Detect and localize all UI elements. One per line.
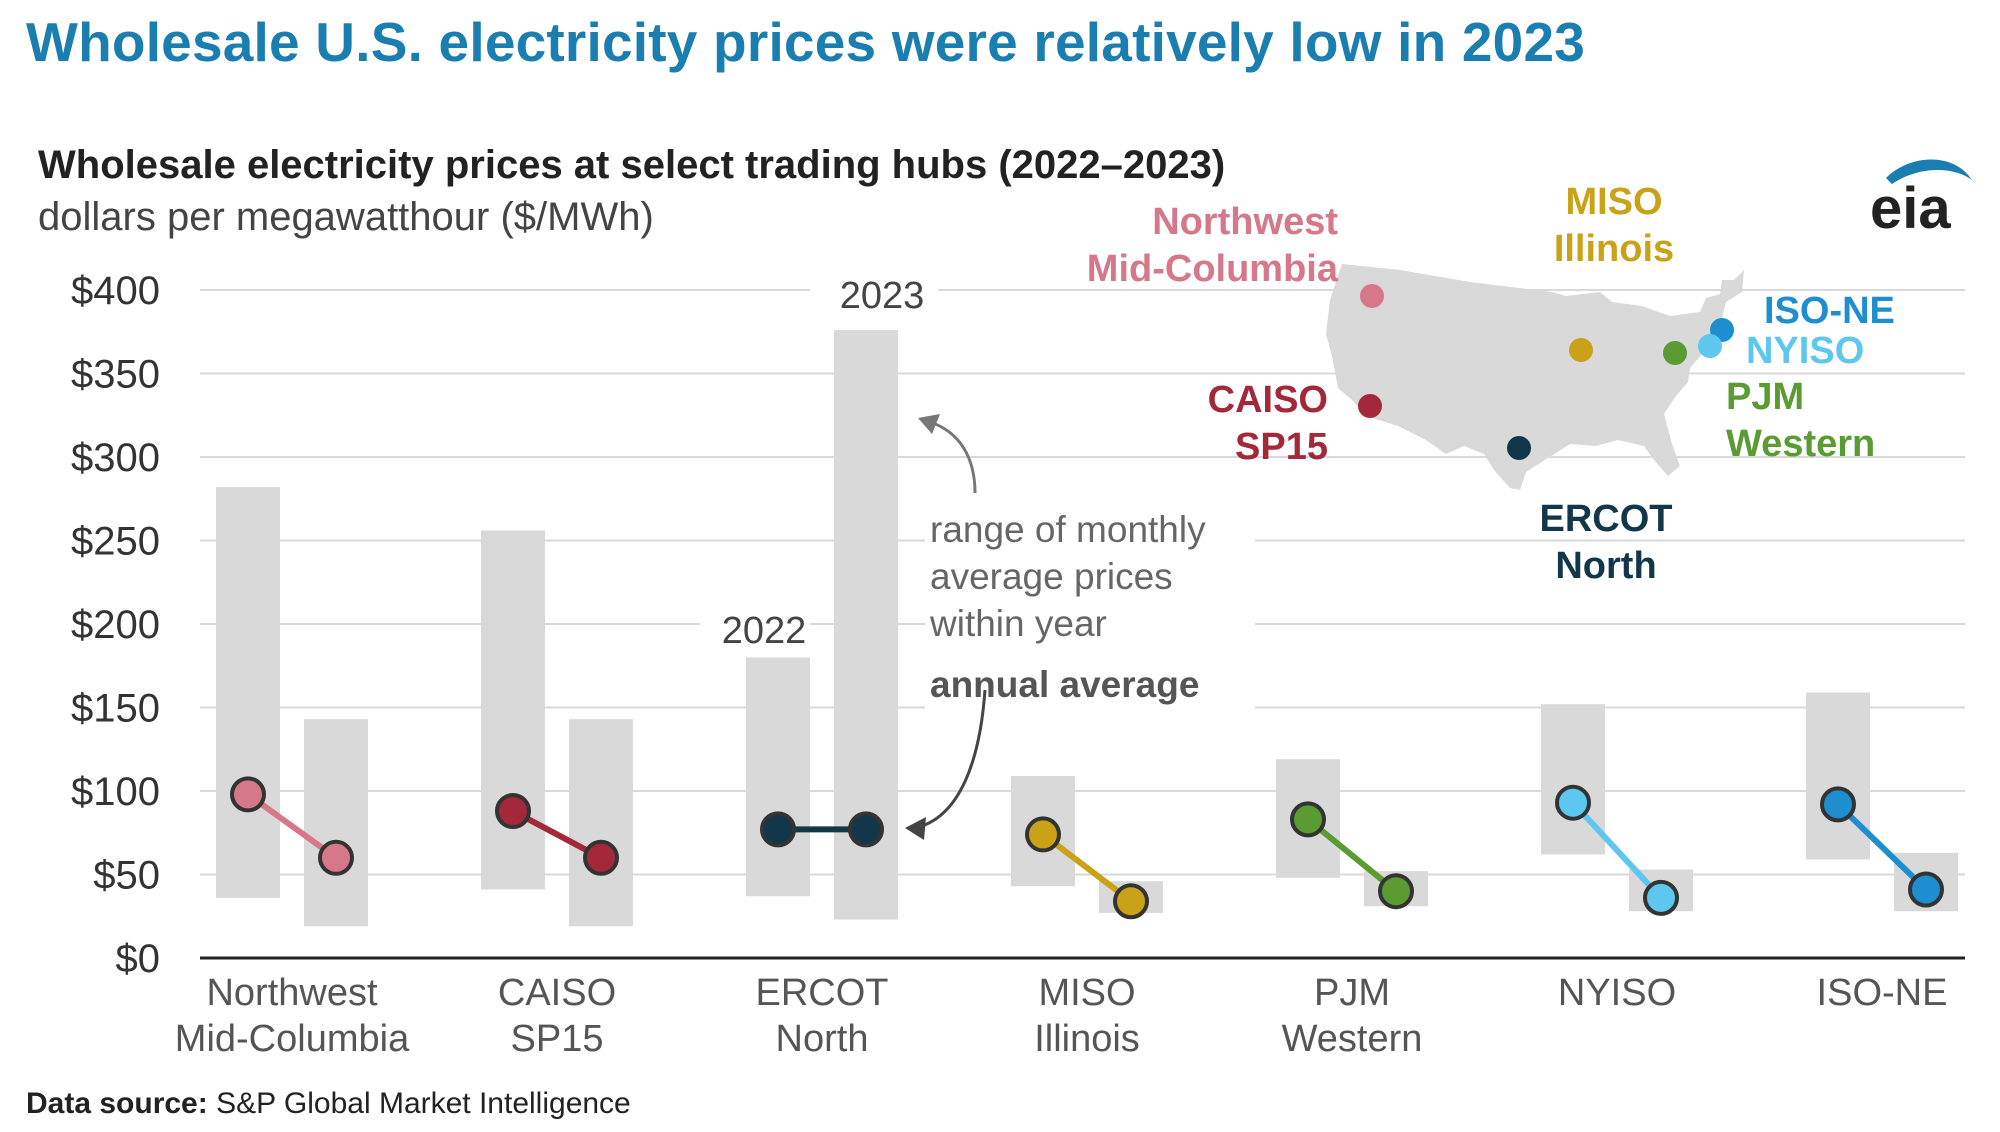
- category-label: Mid-Columbia: [175, 1018, 410, 1060]
- avg-connector: [246, 791, 338, 861]
- map-label: ISO-NE: [1764, 290, 1895, 332]
- average-arrow: [914, 689, 987, 830]
- y-tick-label: $250: [71, 520, 160, 564]
- category-label: Northwest: [206, 972, 377, 1014]
- source-label: Data source:: [26, 1087, 208, 1120]
- category-label: Western: [1282, 1018, 1423, 1060]
- range-bar-2023: [304, 719, 368, 927]
- eia-logo-text: eia: [1870, 176, 1951, 238]
- year-label-2023: 2023: [840, 275, 925, 317]
- range-bar-2022: [1806, 692, 1870, 860]
- range-bar-2022: [216, 487, 280, 898]
- map-label: CAISO: [1208, 379, 1328, 421]
- range-annotation: within year: [929, 603, 1107, 644]
- avg-point-2023: [1378, 873, 1414, 910]
- chart-subtitle: dollars per megawatthour ($/MWh): [38, 195, 654, 239]
- y-tick-label: $300: [71, 436, 160, 480]
- label-mask-2022: [700, 610, 810, 654]
- avg-connector: [1835, 802, 1929, 892]
- avg-point-2022: [1290, 801, 1326, 838]
- y-tick-label: $350: [71, 353, 160, 397]
- avg-point-2022: [1025, 816, 1061, 853]
- avg-point-2023: [1113, 883, 1149, 920]
- avg-connector: [1041, 832, 1133, 904]
- us-map: [1326, 264, 1744, 490]
- map-hub-dot: [1358, 394, 1382, 418]
- series-group: ISO-NE: [1806, 692, 1958, 1014]
- category-label: NYISO: [1558, 972, 1676, 1014]
- map-label: Western: [1726, 423, 1875, 465]
- range-bar-2022: [481, 530, 545, 890]
- range-bar-2022: [746, 657, 810, 897]
- headline: Wholesale U.S. electricity prices were r…: [26, 11, 1586, 73]
- annotation-mask: [925, 500, 1255, 712]
- category-label: North: [776, 1018, 869, 1060]
- map-label: NYISO: [1746, 330, 1864, 372]
- map-label: Northwest: [1152, 201, 1338, 243]
- category-label: SP15: [511, 1018, 604, 1060]
- range-annotation: average prices: [930, 556, 1173, 597]
- y-tick-label: $0: [116, 937, 161, 981]
- range-arrow-head: [918, 414, 940, 434]
- map-hub-dot: [1507, 436, 1531, 460]
- avg-point-2023: [848, 811, 884, 848]
- y-tick-label: $150: [71, 687, 160, 731]
- avg-point-2023: [1643, 879, 1679, 916]
- range-bar-2022: [1541, 704, 1605, 855]
- average-arrow-head: [905, 817, 926, 840]
- map-label: MISO: [1565, 181, 1662, 223]
- map-hub-dot: [1569, 338, 1593, 362]
- avg-point-2022: [495, 793, 531, 830]
- avg-point-2023: [583, 839, 619, 876]
- avg-point-2022: [230, 776, 266, 813]
- label-mask-2023: [810, 280, 938, 318]
- range-bar-2023: [569, 719, 633, 927]
- eia-logo-swoosh: [1886, 159, 1972, 184]
- avg-connector: [1306, 817, 1398, 894]
- map-label: Mid-Columbia: [1087, 248, 1339, 290]
- map-label: ERCOT: [1540, 498, 1673, 540]
- y-tick-label: $200: [71, 603, 160, 647]
- avg-point-2023: [1908, 871, 1944, 908]
- map-hub-dot: [1360, 284, 1384, 308]
- source-text: S&P Global Market Intelligence: [216, 1087, 631, 1120]
- map-label: Illinois: [1554, 228, 1674, 270]
- map-label: PJM: [1726, 376, 1804, 418]
- category-label: CAISO: [498, 972, 616, 1014]
- y-tick-label: $100: [71, 770, 160, 814]
- chart-title: Wholesale electricity prices at select t…: [38, 143, 1225, 187]
- map-label: SP15: [1235, 426, 1328, 468]
- category-label: MISO: [1038, 972, 1135, 1014]
- year-label-2022: 2022: [722, 610, 807, 652]
- map-label: North: [1555, 545, 1656, 587]
- series-group: NYISO: [1541, 704, 1693, 1014]
- data-source: Data source: S&P Global Market Intellige…: [26, 1087, 631, 1121]
- y-tick-label: $50: [93, 854, 160, 898]
- range-annotation: range of monthly: [930, 509, 1206, 550]
- map-hub-dot: [1698, 334, 1722, 358]
- category-label: ISO-NE: [1817, 972, 1948, 1014]
- avg-point-2022: [760, 811, 796, 848]
- map-hub-dot: [1663, 341, 1687, 365]
- avg-point-2022: [1555, 784, 1591, 821]
- category-label: Illinois: [1034, 1018, 1140, 1060]
- map-label-mask-top: [1050, 204, 1970, 284]
- y-tick-label: $400: [71, 269, 160, 313]
- avg-connector: [1570, 800, 1664, 900]
- eia-logo: eia: [1870, 159, 1972, 238]
- avg-point-2022: [1820, 786, 1856, 823]
- average-annotation: annual average: [930, 664, 1199, 705]
- category-label: ERCOT: [756, 972, 889, 1014]
- category-label: PJM: [1314, 972, 1390, 1014]
- avg-point-2023: [318, 839, 354, 876]
- range-arrow: [929, 420, 977, 494]
